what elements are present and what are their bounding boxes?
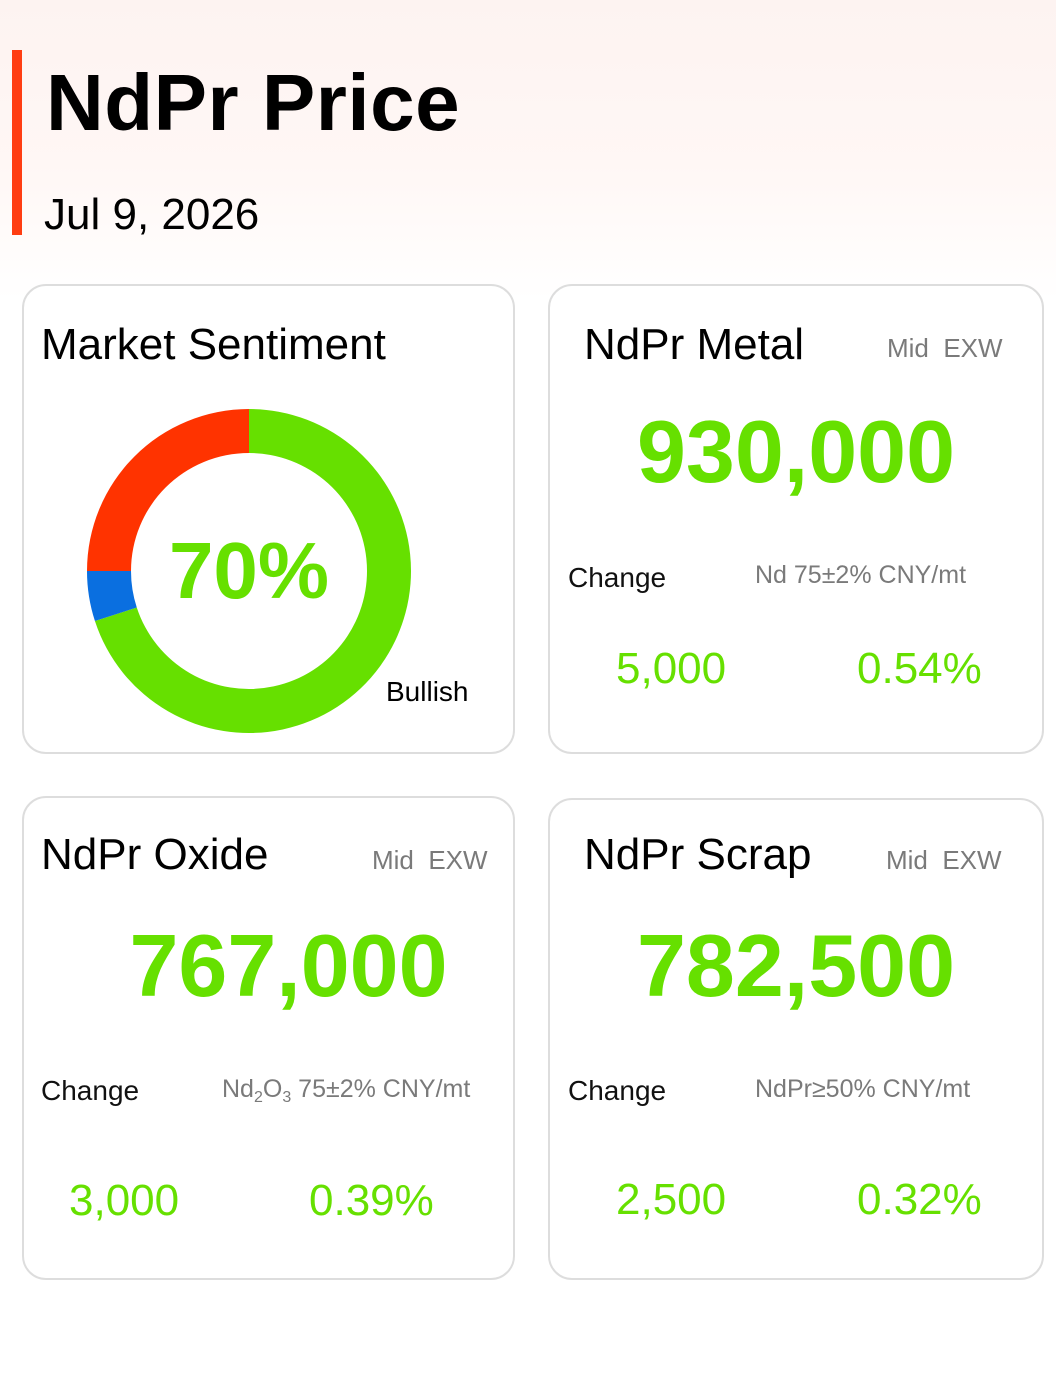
oxide-card: NdPr Oxide Mid EXW 767,000 Change Nd2O3 … xyxy=(22,796,515,1280)
scrap-price: 782,500 xyxy=(636,916,956,1015)
sentiment-percent: 70% xyxy=(168,526,330,615)
metal-change-label: Change xyxy=(568,562,667,593)
scrap-title: NdPr Scrap xyxy=(584,830,812,879)
oxide-price: 767,000 xyxy=(129,916,448,1015)
donut-slice-1 xyxy=(87,571,137,622)
oxide-change-pct: 0.39% xyxy=(309,1176,434,1225)
metal-change-pct: 0.54% xyxy=(857,644,982,693)
sentiment-title: Market Sentiment xyxy=(41,320,386,369)
scrap-spec: NdPr≥50% CNY/mt xyxy=(755,1075,971,1103)
scrap-change-label: Change xyxy=(568,1075,667,1106)
scrap-card: NdPr Scrap Mid EXW 782,500 Change NdPr≥5… xyxy=(548,798,1044,1280)
donut-slice-2 xyxy=(87,409,249,571)
oxide-change-abs: 3,000 xyxy=(69,1176,180,1225)
oxide-spec-sub2: 3 xyxy=(282,1089,292,1106)
header-background xyxy=(0,0,1056,300)
scrap-change-abs: 2,500 xyxy=(616,1175,727,1224)
title-accent-bar xyxy=(12,50,22,235)
oxide-spec-sub1: 2 xyxy=(253,1089,263,1106)
donut-chart xyxy=(87,409,412,733)
metal-change-abs: 5,000 xyxy=(616,644,727,693)
oxide-change-label: Change xyxy=(41,1075,140,1106)
scrap-tag: Mid EXW xyxy=(886,845,1002,875)
metal-spec: Nd 75±2% CNY/mt xyxy=(755,561,967,589)
oxide-spec: Nd2O3 75±2% CNY/mt xyxy=(222,1074,470,1113)
oxide-spec-oxygen: O xyxy=(262,1075,283,1103)
page-date: Jul 9, 2026 xyxy=(44,190,260,239)
sentiment-card: Market Sentiment 70% Bullish xyxy=(22,284,515,754)
sentiment-label: Bullish xyxy=(386,676,469,707)
oxide-spec-element: Nd xyxy=(222,1075,254,1103)
sentiment-donut: 70% xyxy=(86,408,412,734)
scrap-change-pct: 0.32% xyxy=(857,1175,982,1224)
oxide-title: NdPr Oxide xyxy=(41,830,269,879)
metal-title: NdPr Metal xyxy=(584,320,805,369)
metal-price: 930,000 xyxy=(636,402,956,501)
metal-card: NdPr Metal Mid EXW 930,000 Change Nd 75±… xyxy=(548,284,1044,754)
page-title: NdPr Price xyxy=(46,58,461,147)
metal-tag: Mid EXW xyxy=(887,333,1003,363)
oxide-tag: Mid EXW xyxy=(372,845,488,875)
oxide-spec-grade: 75±2% CNY/mt xyxy=(291,1075,471,1103)
